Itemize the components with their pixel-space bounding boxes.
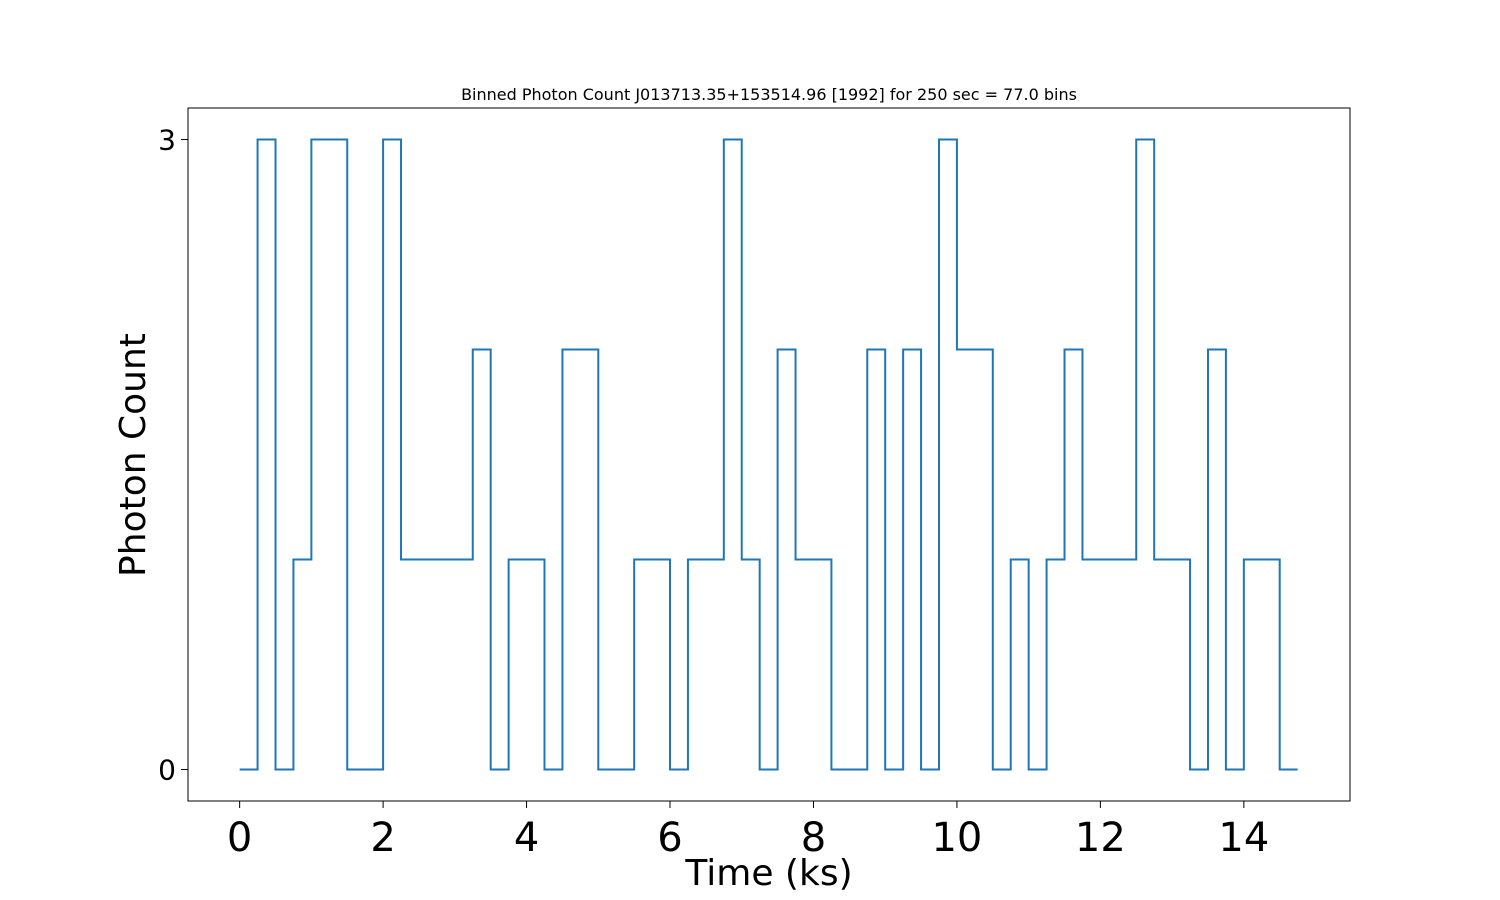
x-axis-label: Time (ks) (684, 853, 852, 894)
plot-area-frame (187, 107, 1351, 802)
series-group (239, 138, 1298, 771)
y-axis-label: Photon Count (113, 333, 154, 577)
x-tick-label: 10 (931, 815, 982, 861)
x-tick-label: 12 (1075, 815, 1126, 861)
series-line (239, 138, 1298, 771)
x-tick-label: 0 (227, 815, 252, 861)
x-axis-ticks: 0 2 4 6 8 10 12 14 (227, 801, 1269, 861)
x-tick-label: 14 (1218, 815, 1269, 861)
x-tick-label: 6 (657, 815, 682, 861)
x-tick-label: 2 (370, 815, 395, 861)
x-tick-label: 4 (514, 815, 539, 861)
y-tick-label: 0 (158, 754, 176, 787)
x-tick-label: 8 (801, 815, 826, 861)
y-tick-label: 3 (158, 124, 176, 157)
chart-title: Binned Photon Count J013713.35+153514.96… (461, 85, 1077, 104)
y-axis-ticks: 03 (158, 124, 188, 787)
